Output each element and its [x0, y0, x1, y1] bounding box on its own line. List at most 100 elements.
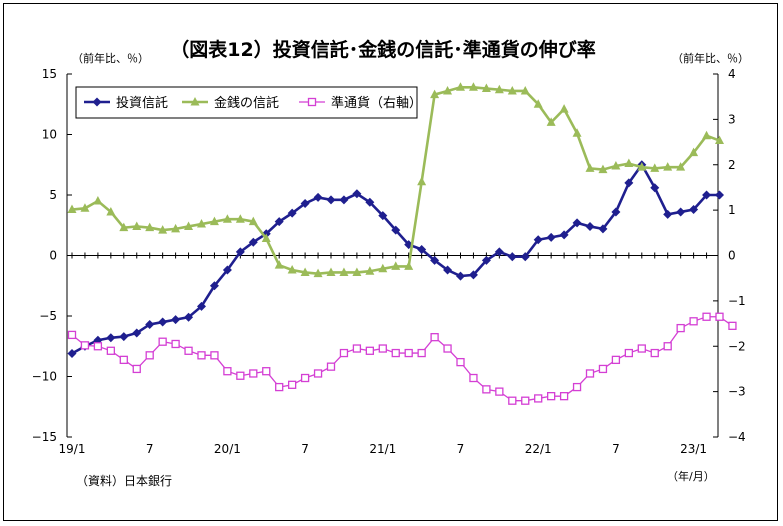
chart-frame [3, 3, 778, 521]
data-point [235, 247, 245, 257]
data-point [339, 267, 349, 276]
data-point [611, 207, 621, 217]
data-point [494, 247, 504, 257]
data-point [572, 218, 582, 228]
data-point [184, 312, 194, 322]
data-point [533, 235, 543, 245]
legend-label: 準通貨（右軸） [331, 95, 422, 111]
data-point [715, 190, 724, 200]
right-tick-label: 1 [728, 203, 736, 217]
data-point [663, 162, 673, 171]
data-point [287, 380, 297, 389]
data-point [391, 261, 401, 270]
data-point [190, 97, 200, 106]
data-point [132, 328, 142, 338]
data-point [559, 392, 569, 401]
left-tick-label: 10 [42, 128, 57, 142]
right-tick-label: −2 [728, 339, 746, 353]
data-point [417, 176, 427, 186]
right-tick-label: −4 [728, 430, 746, 444]
data-point [352, 267, 362, 276]
data-point [313, 369, 323, 378]
data-point [93, 196, 103, 205]
data-point [611, 160, 621, 170]
data-point [326, 195, 336, 205]
data-point [481, 255, 491, 265]
data-point [507, 252, 517, 262]
data-point [274, 217, 284, 227]
data-point [715, 312, 724, 321]
data-point [249, 369, 258, 378]
left-tick-label: −10 [32, 370, 57, 384]
data-point [663, 209, 673, 219]
data-point [495, 387, 504, 396]
series-line [71, 316, 733, 402]
data-point [197, 351, 206, 360]
data-point [93, 342, 103, 351]
data-point [67, 204, 77, 214]
data-point [197, 301, 206, 311]
data-point [313, 192, 323, 202]
data-point [365, 197, 375, 207]
data-point [67, 330, 77, 340]
data-point [585, 369, 595, 378]
legend-item-2: 準通貨（右軸） [299, 95, 422, 111]
data-point [430, 255, 440, 265]
data-point [171, 339, 180, 349]
data-point [378, 344, 387, 353]
data-point [689, 205, 699, 215]
data-point [197, 219, 206, 228]
data-point [572, 382, 582, 392]
left-tick-label: 0 [49, 249, 57, 263]
data-point [365, 346, 375, 355]
data-point [728, 321, 737, 330]
data-point [106, 346, 115, 355]
data-point [663, 342, 672, 351]
legend-item-1: 金銭の信託 [182, 95, 279, 111]
data-point [248, 237, 258, 247]
x-tick-label: 19/1 [59, 442, 86, 456]
data-point [106, 206, 116, 216]
data-point [598, 224, 608, 234]
data-point [559, 104, 569, 113]
x-axis-unit: （年/月） [667, 469, 715, 483]
data-point [80, 203, 90, 212]
data-point [339, 348, 349, 358]
data-point [236, 371, 245, 380]
data-point [404, 261, 414, 270]
right-tick-label: −1 [728, 294, 746, 308]
data-point [676, 323, 685, 333]
data-point [456, 82, 465, 91]
data-point [481, 83, 491, 93]
data-point [106, 333, 116, 343]
data-point [158, 225, 168, 234]
data-point [365, 266, 375, 275]
data-point [158, 337, 167, 346]
data-point [222, 265, 232, 275]
legend-item-0: 投資信託 [84, 95, 168, 111]
data-point [702, 130, 712, 140]
data-point [624, 348, 633, 358]
data-point [430, 333, 439, 342]
data-point [261, 233, 271, 243]
data-point [559, 230, 569, 240]
data-point [456, 357, 465, 367]
data-point [443, 85, 453, 95]
data-point [378, 263, 388, 273]
data-point [275, 382, 284, 392]
data-point [417, 244, 427, 254]
data-point [650, 183, 660, 193]
data-point [209, 281, 219, 291]
right-tick-label: −3 [728, 385, 746, 399]
series-1 [67, 82, 724, 278]
data-point [171, 223, 181, 233]
data-point [313, 268, 323, 278]
data-point [184, 346, 193, 355]
data-point [287, 208, 297, 218]
data-point [222, 214, 232, 223]
data-point [235, 214, 245, 223]
data-point [520, 85, 530, 95]
data-point [546, 117, 556, 126]
data-point [521, 396, 530, 405]
